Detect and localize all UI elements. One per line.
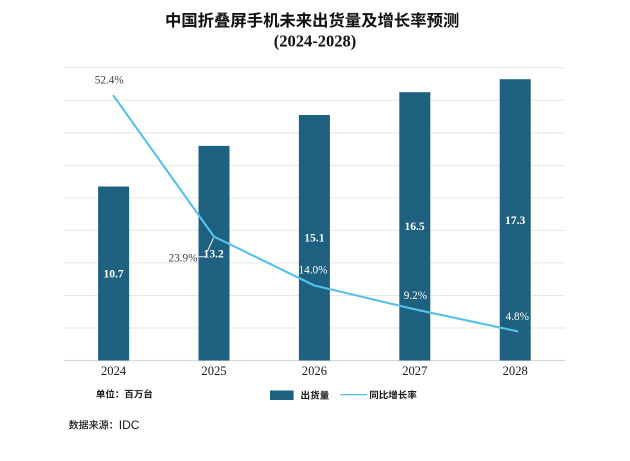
svg-text:23.9%: 23.9% — [169, 253, 198, 265]
svg-text:13.2: 13.2 — [204, 248, 224, 261]
svg-text:2024: 2024 — [101, 364, 127, 378]
svg-text:2028: 2028 — [503, 364, 528, 378]
svg-text:14.0%: 14.0% — [299, 265, 328, 277]
svg-text:4.8%: 4.8% — [506, 311, 529, 323]
svg-text:16.5: 16.5 — [404, 220, 424, 233]
svg-text:9.2%: 9.2% — [404, 290, 427, 302]
svg-text:2026: 2026 — [302, 364, 327, 378]
svg-text:2027: 2027 — [402, 364, 427, 378]
svg-text:2025: 2025 — [201, 364, 226, 378]
svg-text:52.4%: 52.4% — [95, 74, 124, 86]
svg-text:15.1: 15.1 — [304, 232, 324, 245]
svg-text:17.3: 17.3 — [505, 214, 525, 227]
svg-text:IDC: IDC — [119, 418, 140, 432]
svg-text:(2024-2028): (2024-2028) — [274, 31, 356, 50]
svg-text:10.7: 10.7 — [103, 267, 123, 280]
